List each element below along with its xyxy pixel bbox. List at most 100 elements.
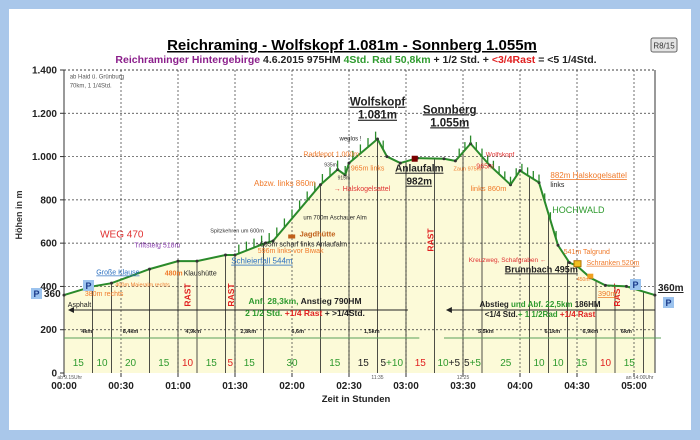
annotation: Asphalt xyxy=(68,302,91,309)
waypoint xyxy=(604,283,607,287)
text-part: 4Std. Rad 50,8km xyxy=(344,54,431,66)
segment-minutes: 15 xyxy=(358,358,370,369)
x-tick-label: 05:00 xyxy=(621,381,647,392)
waypoint xyxy=(176,259,180,263)
km-label: 4,9km xyxy=(185,329,201,335)
text-part: 15 xyxy=(329,358,341,369)
hut-icon xyxy=(288,234,296,239)
km-label: 8,4km xyxy=(123,329,139,335)
text-part: 15 xyxy=(244,358,256,369)
segment-minutes: 15 xyxy=(73,358,85,369)
waypoint xyxy=(263,241,267,245)
annotation: Zaun 975m xyxy=(454,167,482,173)
km-label: 1,5km xyxy=(364,329,380,335)
waypoint xyxy=(624,284,628,288)
annotation: Wolfskopf xyxy=(486,152,515,159)
arrow-head xyxy=(445,307,452,313)
peak-label: Sonnberg xyxy=(423,104,477,116)
text-part: +5 xyxy=(449,358,461,369)
annotation: ~605m scharf links Anlaufalm xyxy=(256,241,347,248)
ascent-summary-line2: 2 1/2 Std. +1/4 Rast + >1/4Std. xyxy=(245,308,365,318)
peak-label: Anlaufalm xyxy=(395,164,443,175)
waypoint xyxy=(195,259,199,263)
annotation: 450m xyxy=(577,277,590,283)
annotation: Abzw. links 860m xyxy=(254,179,316,188)
text-part: = <5 1/4Std. xyxy=(535,54,596,66)
annotation: 400m Maieralm rechts xyxy=(115,282,170,288)
segment-minutes: 20 xyxy=(125,358,137,369)
x-tick-label: 00:30 xyxy=(108,381,134,392)
text-part: 15 xyxy=(73,358,85,369)
x-tick-label: 02:00 xyxy=(279,381,305,392)
annotation: 965m links xyxy=(351,166,385,173)
profile-area xyxy=(64,139,655,373)
parking-icon: P xyxy=(85,281,91,291)
text-part: 15 xyxy=(576,358,588,369)
x-axis-label: Zeit in Stunden xyxy=(322,394,391,405)
text-part: 5 xyxy=(464,358,470,369)
km-label: 4km xyxy=(81,329,92,335)
parking-icon: P xyxy=(632,280,638,290)
y-tick-label: 400 xyxy=(40,282,57,293)
annotation: 70km, 1 1/4Std. xyxy=(70,83,112,89)
chart-title: Reichraming - Wolfskopf 1.081m - Sonnber… xyxy=(167,37,537,54)
waypoint xyxy=(224,253,227,257)
x-tick-label: 01:30 xyxy=(222,381,248,392)
text-part: +5 xyxy=(470,358,482,369)
text-part: 10 xyxy=(600,358,612,369)
annotation: links xyxy=(550,182,565,189)
barrier-icon xyxy=(587,273,594,279)
annotation: 480m xyxy=(165,271,183,278)
text-part: 15 xyxy=(624,358,636,369)
y-tick-label: 600 xyxy=(40,239,57,250)
time-note: an 14:00Uhr xyxy=(626,375,654,381)
text-part: Abstieg xyxy=(479,300,511,309)
parking-near-start xyxy=(83,280,94,291)
rast-label: RAST xyxy=(183,283,193,307)
x-tick-label: 01:00 xyxy=(165,381,191,392)
peak-label: 1.081m xyxy=(358,110,397,122)
text-part: 4.6.2015 975HM xyxy=(263,54,344,66)
badge: R8/15 xyxy=(650,37,678,53)
parking-end xyxy=(663,297,674,308)
text-part: 30 xyxy=(286,358,298,369)
alm-icon xyxy=(411,155,418,162)
time-note: ab 9.15Uhr xyxy=(57,375,82,381)
text-part: 5 xyxy=(380,358,386,369)
annotation: HOCHWALD xyxy=(552,205,605,215)
segment-minutes: 15 xyxy=(415,358,427,369)
segment-minutes: 15 xyxy=(624,358,636,369)
x-tick-label: 02:30 xyxy=(336,381,362,392)
text-part: +1/4 Rast xyxy=(285,308,323,318)
km-label: 6,1km xyxy=(544,329,560,335)
waypoint xyxy=(653,293,657,297)
arrow-head xyxy=(68,307,74,313)
waypoint xyxy=(347,161,351,165)
x-tick-label: 03:00 xyxy=(393,381,419,392)
segment-minutes: 10 xyxy=(96,358,108,369)
rast-label: RAST xyxy=(426,228,436,252)
chart-subtitle: Reichraminger Hintergebirge 4.6.2015 975… xyxy=(115,54,596,66)
barrier-icon xyxy=(573,260,582,268)
text-part: 10 xyxy=(552,358,564,369)
text-part: 25 xyxy=(500,358,512,369)
annotation: links 860m xyxy=(471,184,507,193)
waypoint xyxy=(148,267,151,271)
waypoint xyxy=(110,281,113,285)
y-tick-label: 1.000 xyxy=(32,152,57,163)
km-label: 6km xyxy=(621,329,632,335)
text-part: 2 1/2 Std. xyxy=(245,308,285,318)
text-part: 10 xyxy=(437,358,449,369)
annotation: Raddepot 1.000m xyxy=(303,152,359,159)
time-note: 12:25 xyxy=(457,375,470,381)
km-label: 5,5km xyxy=(478,329,494,335)
km-label: 6,6m xyxy=(291,329,304,335)
waypoint xyxy=(233,253,237,257)
waypoint xyxy=(385,155,389,159)
segment-minutes: 10 xyxy=(533,358,545,369)
waypoint xyxy=(518,169,522,173)
parking-start xyxy=(31,288,42,299)
y-tick-label: 0 xyxy=(51,369,57,380)
parking-icon: P xyxy=(665,298,671,308)
